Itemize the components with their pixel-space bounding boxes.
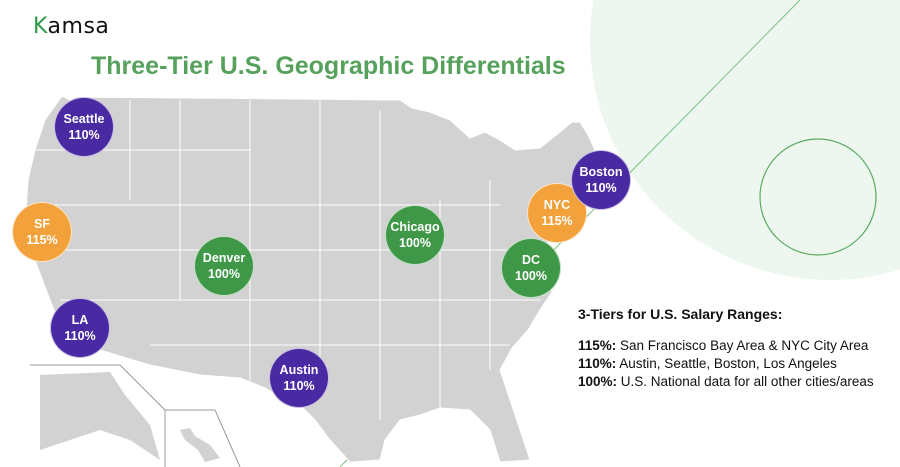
city-percent: 115%	[541, 214, 573, 228]
page-title: Three-Tier U.S. Geographic Differentials	[91, 52, 566, 80]
logo-k: K	[33, 14, 48, 39]
legend-row-100: 100%: U.S. National data for all other c…	[578, 373, 874, 391]
legend-pct: 110%:	[578, 356, 617, 371]
city-bubble-chicago: Chicago 100%	[385, 205, 445, 265]
city-name: DC	[521, 253, 541, 267]
city-bubble-sf: SF 115%	[12, 202, 72, 262]
city-percent: 100%	[399, 236, 431, 250]
city-name: Austin	[279, 363, 319, 377]
city-percent: 100%	[208, 267, 240, 281]
city-name: NYC	[543, 198, 571, 212]
legend-pct: 115%:	[578, 338, 617, 353]
city-bubble-seattle: Seattle 110%	[54, 97, 114, 157]
legend-row-110: 110%: Austin, Seattle, Boston, Los Angel…	[578, 355, 874, 373]
decorative-circle	[590, 0, 900, 280]
city-name: Seattle	[63, 112, 105, 126]
legend-row-115: 115%: San Francisco Bay Area & NYC City …	[578, 337, 874, 355]
decorative-ring	[759, 138, 877, 256]
city-name: Denver	[202, 251, 246, 265]
legend-heading: 3-Tiers for U.S. Salary Ranges:	[578, 306, 783, 322]
city-percent: 100%	[515, 269, 547, 283]
us-map	[24, 95, 596, 463]
city-percent: 110%	[64, 329, 96, 343]
hawaii-inset	[180, 428, 220, 462]
legend-pct: 100%:	[578, 374, 618, 389]
legend-text: San Francisco Bay Area & NYC City Area	[616, 338, 869, 353]
logo-rest: amsa	[47, 14, 110, 39]
city-bubble-austin: Austin 110%	[269, 348, 329, 408]
kamsa-logo: Kamsa	[33, 14, 109, 39]
city-bubble-la: LA 110%	[50, 298, 110, 358]
city-name: Chicago	[390, 220, 440, 234]
legend-text: Austin, Seattle, Boston, Los Angeles	[616, 356, 837, 371]
city-bubble-dc: DC 100%	[501, 238, 561, 298]
city-percent: 110%	[585, 181, 617, 195]
city-percent: 110%	[68, 128, 100, 142]
legend: 3-Tiers for U.S. Salary Ranges: 115%: Sa…	[578, 306, 874, 391]
alaska-inset	[40, 372, 160, 460]
city-name: Boston	[579, 165, 623, 179]
city-percent: 115%	[26, 233, 58, 247]
inset-dividers	[30, 364, 241, 467]
city-bubble-denver: Denver 100%	[194, 236, 254, 296]
city-bubble-boston: Boston 110%	[571, 150, 631, 210]
city-name: SF	[34, 217, 50, 231]
city-percent: 110%	[283, 379, 315, 393]
legend-text: U.S. National data for all other cities/…	[617, 374, 874, 389]
city-name: LA	[71, 313, 89, 327]
